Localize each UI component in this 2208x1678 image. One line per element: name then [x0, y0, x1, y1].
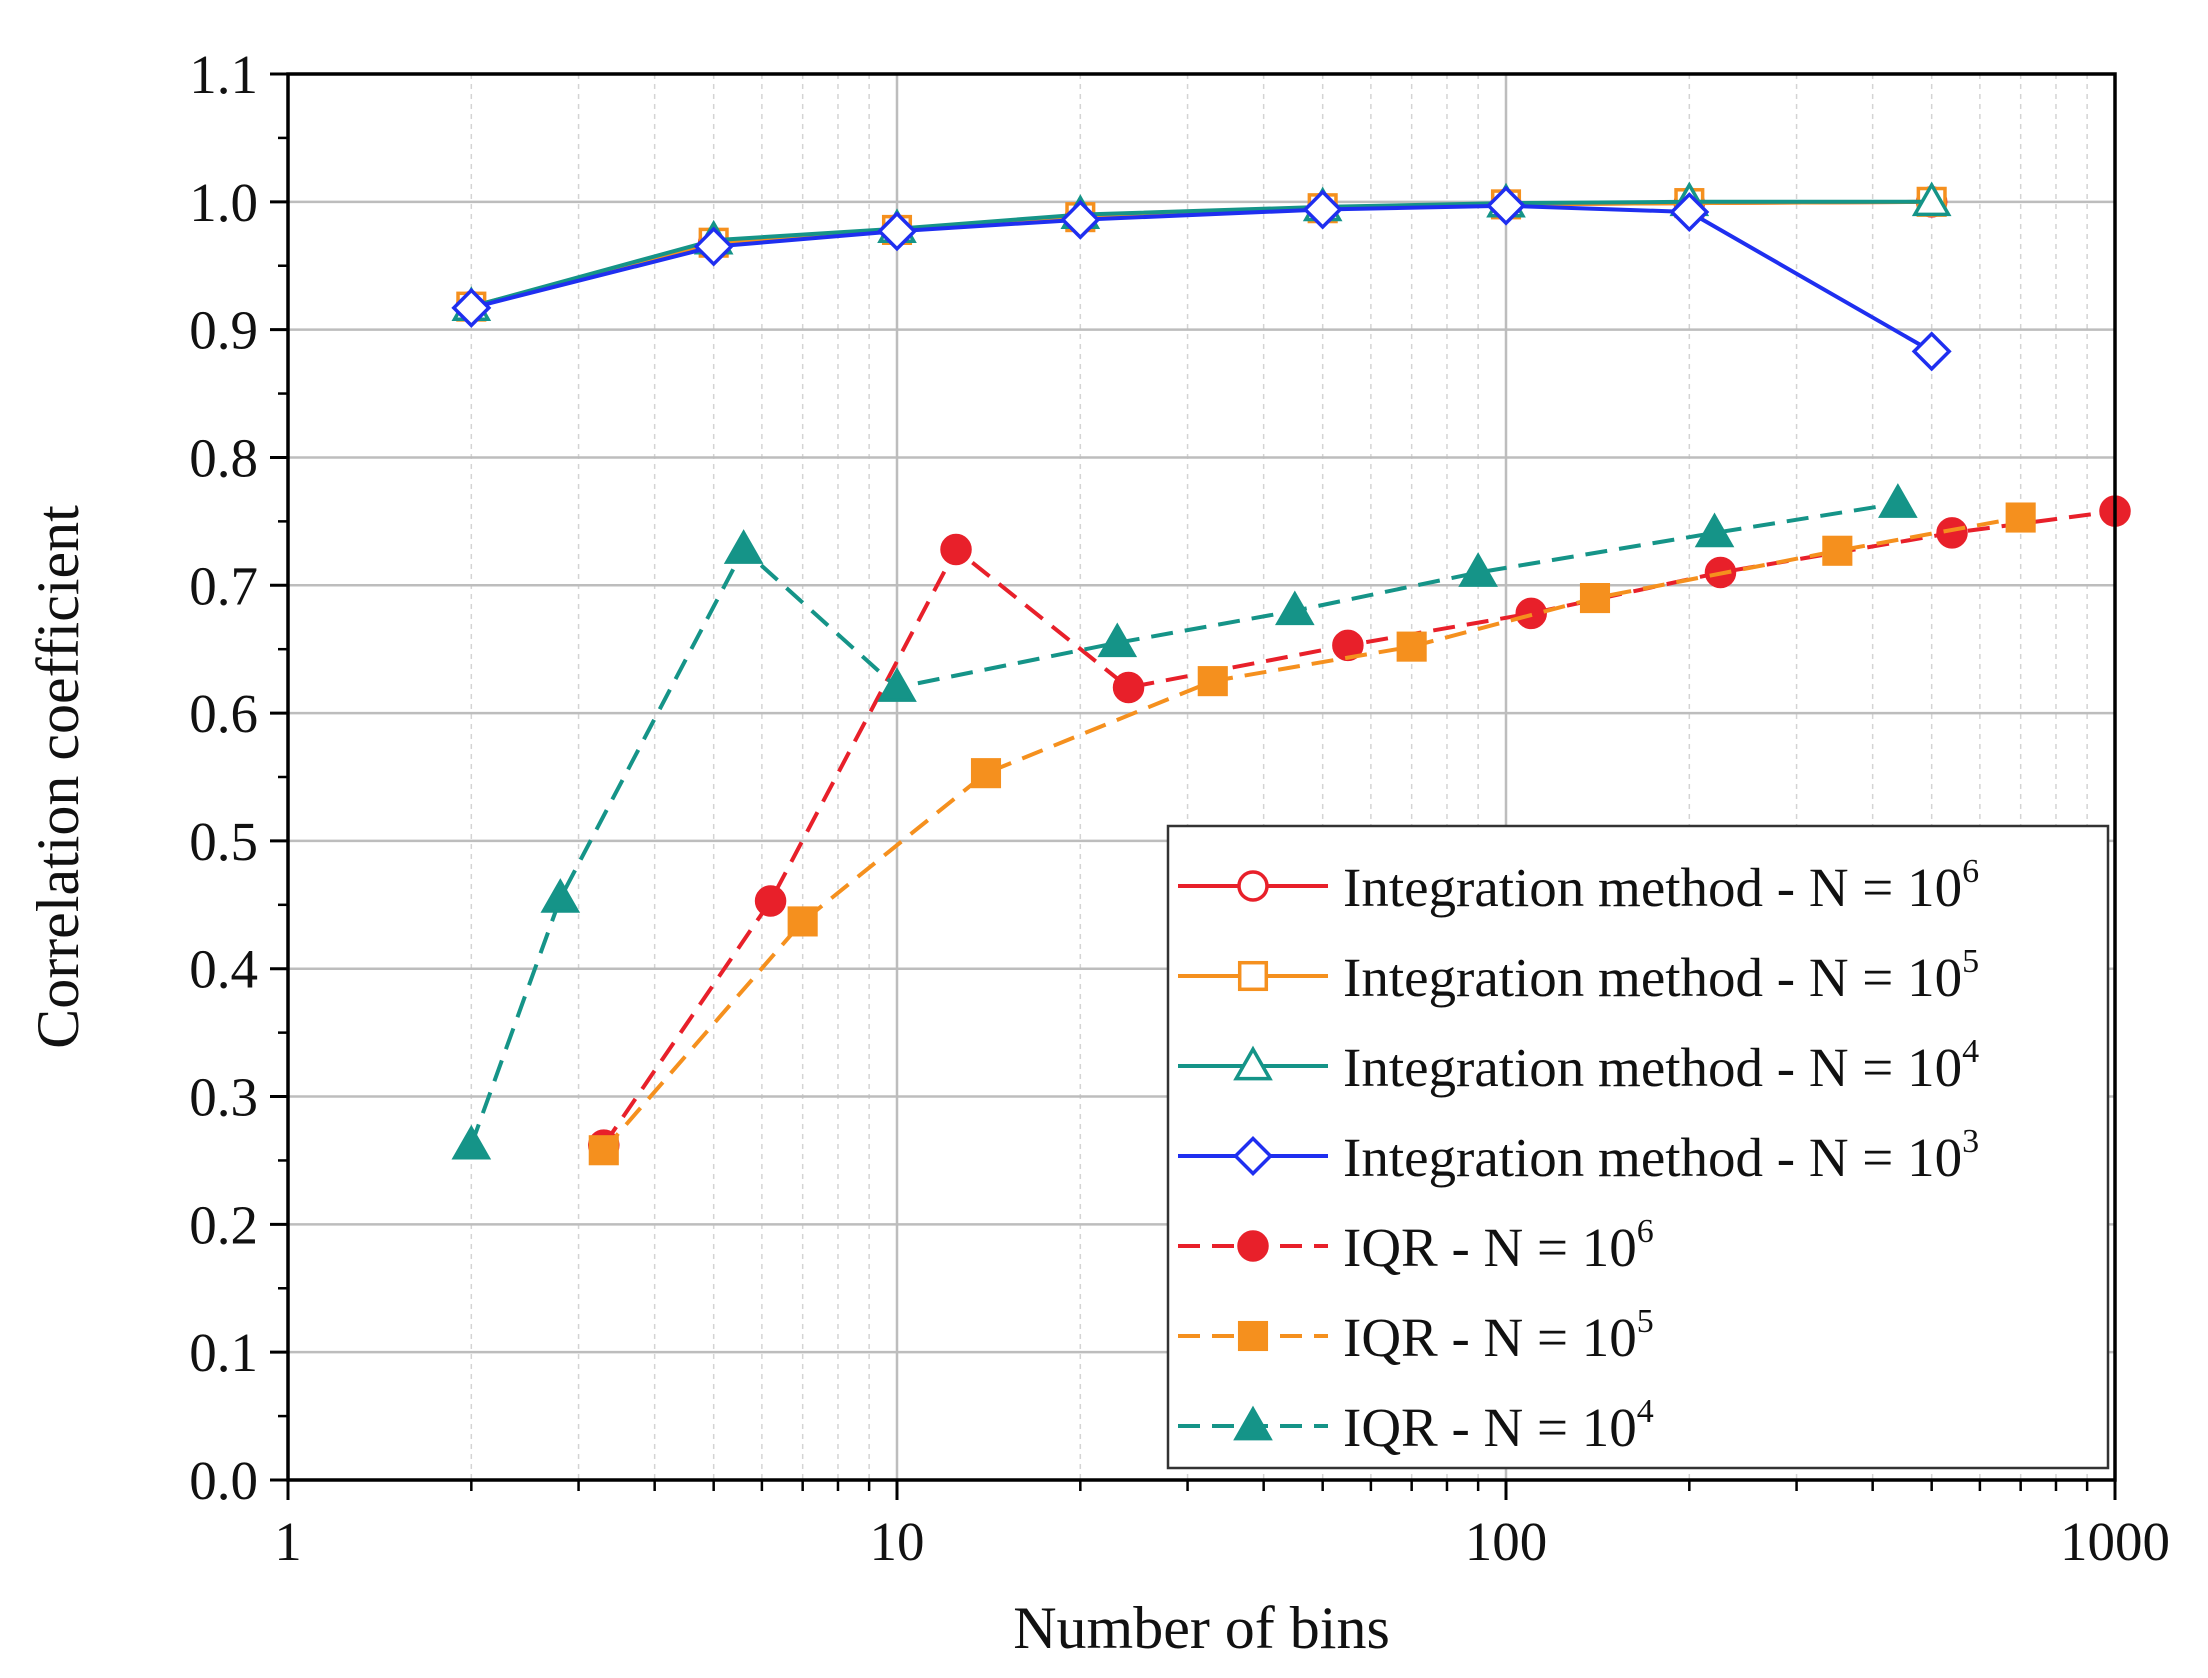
- data-point: [787, 906, 818, 937]
- data-point: [693, 226, 734, 267]
- x-axis-label: Number of bins: [1013, 1595, 1390, 1661]
- legend: Integration method - N = 106 Integration …: [1166, 824, 2110, 1470]
- y-tick-label: 0.3: [189, 1067, 258, 1128]
- series-5: [588, 495, 2131, 1161]
- legend-item: IQR - N = 104: [1178, 1393, 1654, 1458]
- data-point: [1878, 483, 1918, 518]
- legend-marker: [1233, 1405, 1273, 1441]
- data-point: [2005, 502, 2036, 533]
- data-point: [970, 758, 1002, 789]
- y-tick-label: 1.1: [189, 44, 258, 105]
- y-tick-label: 0.4: [189, 939, 258, 1000]
- data-point: [1579, 583, 1611, 614]
- y-tick-label: 0.9: [189, 300, 258, 361]
- data-point: [1822, 535, 1853, 566]
- data-point: [1911, 331, 1952, 372]
- legend-box: [1166, 824, 2110, 1470]
- series-layer: [451, 181, 2131, 1166]
- series-line: [470, 203, 1933, 354]
- series-4: [451, 185, 1952, 372]
- data-point: [723, 529, 764, 564]
- series-6: [588, 502, 2036, 1166]
- legend-item: IQR - N = 106: [1178, 1213, 1654, 1278]
- x-tick-label: 1: [274, 1511, 302, 1572]
- y-tick-label: 0.1: [189, 1322, 258, 1383]
- data-point: [1936, 517, 1968, 549]
- data-point: [1302, 189, 1343, 230]
- data-point: [877, 211, 917, 252]
- y-tick-label: 0.6: [189, 683, 258, 744]
- data-point: [540, 878, 581, 913]
- legend-item: Integration method - N = 106: [1178, 853, 1979, 918]
- data-point: [1458, 552, 1498, 587]
- data-point: [1486, 185, 1526, 226]
- legend-item: Integration method - N = 104: [1178, 1033, 1979, 1098]
- series-line: [470, 199, 1932, 309]
- legend-label: Integration method - N = 106: [1343, 853, 1979, 918]
- legend-marker: [1237, 1230, 1269, 1262]
- y-tick-label: 1.0: [189, 172, 258, 233]
- legend-marker: [1237, 1320, 1269, 1352]
- series-7: [451, 483, 1918, 1160]
- y-tick-label: 0.2: [189, 1194, 258, 1255]
- data-point: [1097, 622, 1138, 658]
- series-line: [469, 501, 1899, 1146]
- data-point: [451, 1124, 492, 1160]
- data-point: [754, 885, 787, 917]
- y-tick-label: 0.8: [189, 427, 258, 488]
- x-tick-label: 100: [1465, 1511, 1548, 1572]
- legend-marker: [1233, 1136, 1273, 1176]
- data-point: [1396, 631, 1427, 662]
- data-point: [1274, 590, 1315, 626]
- legend-label: Integration method - N = 105: [1343, 943, 1979, 1008]
- legend-label: IQR - N = 106: [1343, 1213, 1654, 1278]
- legend-label: IQR - N = 104: [1343, 1393, 1654, 1458]
- legend-label: Integration method - N = 103: [1343, 1123, 1979, 1188]
- legend-marker: [1237, 870, 1269, 902]
- data-point: [1669, 192, 1710, 233]
- data-point: [451, 287, 492, 328]
- data-point: [1911, 181, 1952, 217]
- y-axis-label: Correlation coefficient: [25, 505, 91, 1049]
- legend-item: IQR - N = 105: [1178, 1303, 1654, 1368]
- data-point: [1112, 671, 1145, 704]
- legend-marker: [1233, 1045, 1273, 1081]
- series-line: [602, 515, 2022, 1152]
- data-point: [1060, 199, 1101, 240]
- y-tick-label: 0.0: [189, 1450, 258, 1511]
- legend-item: Integration method - N = 105: [1178, 943, 1979, 1008]
- data-point: [877, 667, 917, 702]
- axes: 0.0 0.1 0.2 0.3 0.4 0.5 0.6 0.7 0.8 0.9 1.0 1.1 1 10 1…: [189, 44, 2170, 1572]
- legend-label: Integration method - N = 104: [1343, 1033, 1979, 1098]
- y-tick-label: 0.5: [189, 811, 258, 872]
- data-point: [940, 533, 972, 566]
- x-tick-label: 1000: [2060, 1511, 2170, 1572]
- legend-marker: [1237, 960, 1269, 992]
- legend-label: IQR - N = 105: [1343, 1303, 1654, 1368]
- y-tick-label: 0.7: [189, 555, 258, 616]
- data-point: [1197, 666, 1228, 697]
- data-point: [1694, 512, 1735, 548]
- data-point: [588, 1135, 619, 1166]
- legend-item: Integration method - N = 103: [1178, 1123, 1979, 1188]
- x-tick-label: 10: [870, 1511, 925, 1572]
